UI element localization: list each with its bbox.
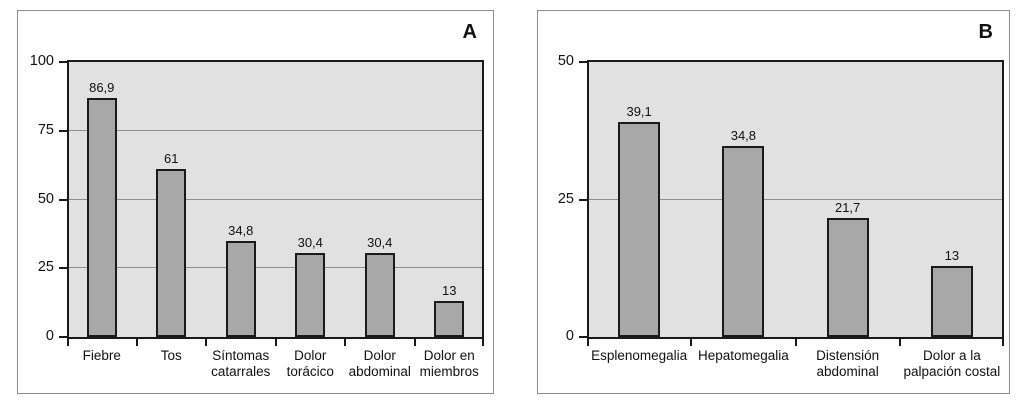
value-label: 39,1 bbox=[626, 103, 652, 119]
bar-Dolor abdominal bbox=[364, 253, 395, 337]
y-tick-label: 100 bbox=[29, 53, 54, 69]
panel-a-letter: A bbox=[462, 21, 477, 43]
x-category-label: Dolor abdominal bbox=[348, 348, 411, 379]
y-tick-75 bbox=[59, 129, 67, 132]
x-tick bbox=[898, 339, 901, 346]
gridline-50 bbox=[69, 198, 482, 200]
x-tick bbox=[482, 339, 484, 346]
value-label: 13 bbox=[944, 247, 960, 263]
value-label: 13 bbox=[442, 283, 457, 299]
x-tick bbox=[344, 339, 346, 346]
value-label: 34,8 bbox=[730, 127, 757, 143]
gridline-25 bbox=[69, 267, 482, 269]
panel-a: A 86,9 61 34,8 30,4 30,4 13 0 25 50 75 100 Fiebre T… bbox=[17, 10, 494, 394]
x-category-label: Distensión abdominal bbox=[816, 348, 880, 379]
panel-b-letter: B bbox=[978, 21, 993, 43]
y-tick-100 bbox=[59, 61, 67, 63]
bar-Distensión abdominal bbox=[826, 217, 869, 337]
y-tick-50 bbox=[579, 61, 587, 63]
plot-area: 39,1 34,8 21,7 13 bbox=[587, 60, 1004, 339]
value-label: 86,9 bbox=[89, 80, 115, 96]
x-tick bbox=[67, 339, 69, 346]
y-tick-50 bbox=[59, 198, 67, 201]
x-tick bbox=[135, 339, 138, 346]
y-tick-25 bbox=[579, 198, 587, 201]
y-tick-0 bbox=[59, 336, 67, 338]
bar-Dolor a la palpación costal bbox=[930, 265, 973, 337]
value-label: 30,4 bbox=[367, 235, 393, 251]
x-category-label: Síntomas catarrales bbox=[211, 348, 271, 379]
y-tick-25 bbox=[59, 267, 67, 270]
x-tick bbox=[274, 339, 277, 346]
gridline-75 bbox=[69, 129, 482, 131]
y-tick-label: 50 bbox=[557, 53, 574, 69]
x-category-label: Dolor en miembros bbox=[419, 348, 479, 379]
x-category-label: Dolor torácico bbox=[286, 348, 334, 379]
value-label: 30,4 bbox=[297, 235, 323, 251]
x-tick bbox=[587, 339, 589, 346]
bar-Hepatomegalia bbox=[722, 145, 765, 337]
x-category-label: Esplenomegalia bbox=[591, 348, 688, 363]
x-tick bbox=[413, 339, 416, 346]
bar-Esplenomegalia bbox=[618, 121, 661, 337]
y-tick-label: 0 bbox=[565, 328, 574, 344]
y-tick-label: 25 bbox=[557, 190, 574, 207]
x-tick bbox=[794, 339, 797, 346]
value-label: 21,7 bbox=[834, 199, 861, 215]
x-tick bbox=[690, 339, 693, 346]
bar-Síntomas catarrales bbox=[225, 241, 256, 337]
y-tick-label: 75 bbox=[37, 121, 54, 138]
bar-Fiebre bbox=[86, 98, 117, 337]
x-category-label: Dolor a la palpación costal bbox=[903, 348, 1001, 379]
y-tick-label: 0 bbox=[45, 328, 54, 344]
x-category-label: Hepatomegalia bbox=[697, 348, 789, 363]
x-category-label: Fiebre bbox=[82, 348, 121, 363]
plot-area: 86,9 61 34,8 30,4 30,4 13 bbox=[67, 60, 484, 339]
x-tick bbox=[205, 339, 207, 346]
x-category-label: Tos bbox=[160, 348, 182, 363]
value-label: 34,8 bbox=[228, 223, 254, 239]
y-tick-0 bbox=[579, 336, 587, 338]
y-tick-label: 25 bbox=[37, 259, 54, 276]
bar-Tos bbox=[156, 169, 187, 337]
x-tick bbox=[1002, 339, 1004, 346]
panel-b: B 39,1 34,8 21,7 13 0 25 50 Esplenomegalia Hepa… bbox=[537, 10, 1010, 394]
value-label: 61 bbox=[164, 151, 179, 167]
bar-Dolor en miembros bbox=[434, 301, 465, 337]
gridline-25 bbox=[589, 198, 1002, 200]
bar-Dolor torácico bbox=[295, 253, 326, 337]
y-tick-label: 50 bbox=[37, 190, 54, 207]
